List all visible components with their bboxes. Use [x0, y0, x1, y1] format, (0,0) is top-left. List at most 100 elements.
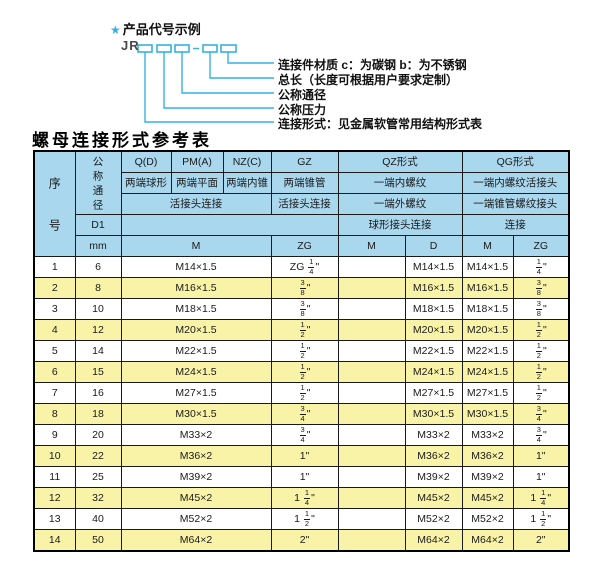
- cell-qz-d: M24×1.5: [404, 361, 463, 383]
- cell-no: 13: [33, 508, 76, 530]
- cell-qz-m: [337, 298, 406, 320]
- header-pm-a: PM(A): [170, 150, 224, 173]
- cell-no: 7: [33, 382, 76, 404]
- cell-no: 3: [33, 298, 76, 320]
- cell-qz-d: M22×1.5: [404, 340, 463, 362]
- cell-gz: 3 4 ": [270, 403, 339, 425]
- product-code-diagram: [137, 44, 274, 123]
- cell-dn: 18: [74, 403, 122, 425]
- cell-gz: 1 1 4 ": [270, 487, 339, 509]
- code-box-4: [202, 44, 218, 53]
- cell-qg-m: M52×2: [461, 508, 514, 530]
- header-dn-label: 公称通径: [91, 155, 104, 214]
- cell-dn: 16: [74, 382, 122, 404]
- cell-dn: 15: [74, 361, 122, 383]
- cell-no: 9: [33, 424, 76, 446]
- label-pressure: 公称压力: [278, 103, 327, 117]
- cell-no: 2: [33, 277, 76, 299]
- cell-qz-d: M52×2: [404, 508, 463, 530]
- cell-qg-m: M33×2: [461, 424, 514, 446]
- label-length: 总长（长度可根据用户要求定制）: [278, 73, 459, 87]
- table-body: 1 6 M14×1.5 ZG 1 4 " M14×1.5 M14×1.5 1 4 " 2 8 M16×1.…: [33, 256, 570, 551]
- header-pm-a-desc: 两端平面: [170, 171, 224, 194]
- cell-qg-zg: 1 2 ": [512, 382, 570, 404]
- cell-gz: 1 2 ": [270, 340, 339, 362]
- cell-qg-m: M45×2: [461, 487, 514, 509]
- cell-dn: 6: [74, 256, 122, 278]
- cell-m: M52×2: [120, 508, 272, 530]
- header-gz: GZ: [270, 150, 339, 173]
- cell-qg-m: M36×2: [461, 445, 514, 467]
- cell-qg-m: M18×1.5: [461, 298, 514, 320]
- cell-qz-m: [337, 319, 406, 341]
- table-row: 3 10 M18×1.5 3 8 " M18×1.5 M18×1.5 3 8 ": [33, 298, 570, 320]
- cell-qz-d: M33×2: [404, 424, 463, 446]
- header-seq: 序号: [33, 150, 76, 257]
- cell-no: 12: [33, 487, 76, 509]
- table-row: 10 22 M36×2 1" M36×2 M36×2 1": [33, 445, 570, 467]
- code-prefix: JR: [121, 38, 140, 53]
- cell-qz-d: M64×2: [404, 529, 463, 551]
- cell-dn: 32: [74, 487, 122, 509]
- cell-qg-m: M39×2: [461, 466, 514, 488]
- header-qz-desc2: 一端外螺纹: [337, 192, 463, 215]
- cell-dn: 10: [74, 298, 122, 320]
- table-row: 1 6 M14×1.5 ZG 1 4 " M14×1.5 M14×1.5 1 4 ": [33, 256, 570, 278]
- cell-no: 14: [33, 529, 76, 551]
- table-row: 9 20 M33×2 3 4 " M33×2 M33×2 3 4 ": [33, 424, 570, 446]
- code-box-2: [156, 44, 172, 53]
- cell-qz-m: [337, 529, 406, 551]
- header-qg-desc2: 一端锥管螺纹接头: [461, 192, 570, 215]
- cell-qz-d: M30×1.5: [404, 403, 463, 425]
- code-box-1: [137, 44, 153, 53]
- cell-qz-d: M16×1.5: [404, 277, 463, 299]
- cell-dn: 25: [74, 466, 122, 488]
- cell-dn: 50: [74, 529, 122, 551]
- cell-m: M64×2: [120, 529, 272, 551]
- header-d1: D1: [74, 213, 122, 236]
- cell-qg-m: M64×2: [461, 529, 514, 551]
- cell-qg-m: M16×1.5: [461, 277, 514, 299]
- cell-qz-d: M45×2: [404, 487, 463, 509]
- leader-line-diameter: [181, 52, 274, 94]
- cell-qz-m: [337, 487, 406, 509]
- cell-qg-m: M20×1.5: [461, 319, 514, 341]
- header-qz-form: QZ形式: [337, 150, 463, 173]
- cell-qg-zg: 1": [512, 445, 570, 467]
- code-box-3: [174, 44, 190, 53]
- nut-connection-reference-table: 序号 公称通径 Q(D) PM(A) NZ(C) GZ QZ形式 QG形式 两端…: [33, 150, 570, 552]
- table-row: 8 18 M30×1.5 3 4 " M30×1.5 M30×1.5 3 4 ": [33, 403, 570, 425]
- header-qz-desc3: 球形接头连接: [337, 213, 463, 236]
- diagram-title: ★ 产品代号示例: [110, 19, 201, 38]
- cell-m: M45×2: [120, 487, 272, 509]
- cell-dn: 12: [74, 319, 122, 341]
- leader-line-length: [209, 52, 274, 79]
- leader-line-form: [144, 52, 274, 123]
- cell-qz-d: M14×1.5: [404, 256, 463, 278]
- header-qg-zg: ZG: [512, 234, 570, 258]
- table-row: 13 40 M52×2 1 1 2 " M52×2 M52×2 1 1 2 ": [33, 508, 570, 530]
- header-unit-mm: mm: [74, 234, 122, 258]
- cell-no: 11: [33, 466, 76, 488]
- header-nz-c: NZ(C): [222, 150, 272, 173]
- cell-m: M22×1.5: [120, 340, 272, 362]
- cell-m: M39×2: [120, 466, 272, 488]
- header-thread-zg: ZG: [270, 234, 339, 258]
- cell-qz-d: M27×1.5: [404, 382, 463, 404]
- table-row: 14 50 M64×2 2" M64×2 M64×2 2": [33, 529, 570, 551]
- cell-qz-m: [337, 508, 406, 530]
- cell-m: M20×1.5: [120, 319, 272, 341]
- cell-dn: 14: [74, 340, 122, 362]
- header-gz-union-connection: 活接头连接: [270, 192, 339, 215]
